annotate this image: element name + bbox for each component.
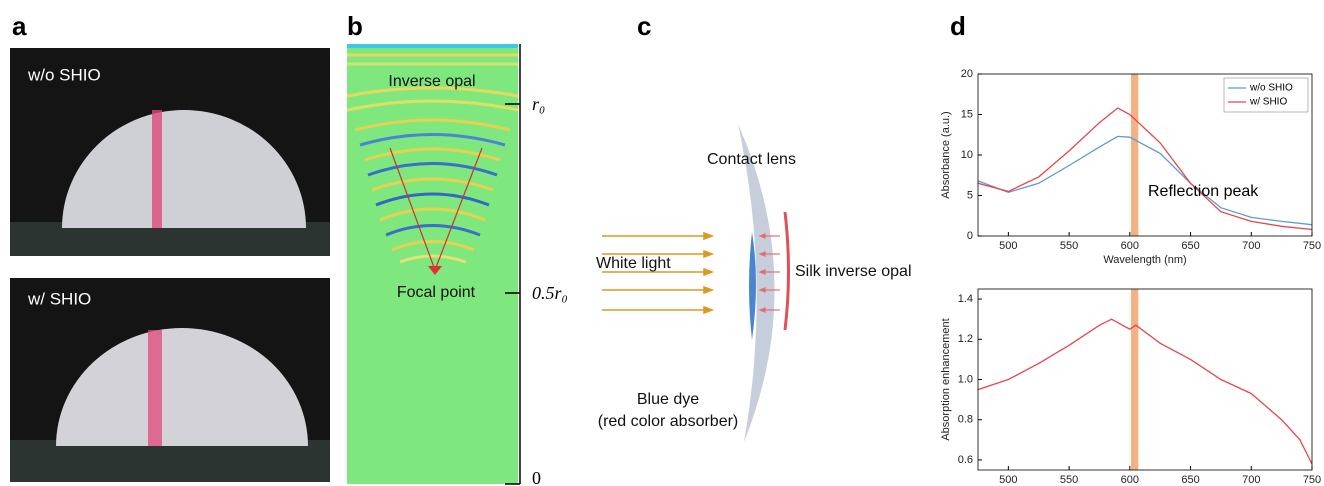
panel-label: c: [637, 11, 651, 41]
y-tick-label: 1.2: [958, 333, 973, 345]
photo-label: w/o SHIO: [27, 65, 101, 84]
y-tick-label: 15: [961, 108, 973, 120]
line: [977, 318, 1313, 465]
highlight-band: [1131, 289, 1139, 470]
axis-label: 0.5r₀: [532, 283, 568, 303]
label: (red color absorber): [598, 413, 739, 430]
y-axis-label: Absorbance (a.u.): [940, 111, 952, 198]
label: Contact lens: [707, 151, 796, 168]
y-tick-label: 5: [967, 189, 973, 201]
x-tick-label: 700: [1242, 240, 1260, 252]
x-tick-label: 500: [999, 240, 1017, 252]
x-tick-label: 650: [1181, 240, 1199, 252]
annotation: Reflection peak: [1148, 183, 1259, 200]
x-tick-label: 600: [1121, 474, 1139, 486]
panel-label: d: [950, 11, 966, 41]
line: [977, 107, 1313, 231]
x-axis-label: Wavelength (nm): [1103, 254, 1186, 266]
y-tick-label: 10: [961, 149, 973, 161]
y-tick-label: 20: [961, 68, 973, 80]
panel-label: b: [347, 11, 363, 41]
panel-label: a: [12, 11, 27, 41]
x-tick-label: 500: [999, 474, 1017, 486]
x-tick-label: 600: [1121, 240, 1139, 252]
y-tick-label: 1.4: [958, 293, 973, 305]
schematic: Contact lens White light Silk inverse op…: [596, 124, 912, 442]
x-tick-label: 550: [1060, 474, 1078, 486]
label: White light: [596, 255, 671, 272]
x-tick-label: 650: [1181, 474, 1199, 486]
y-axis-label: Absorption enhancement: [940, 318, 952, 440]
y-tick-label: 0.8: [958, 414, 973, 426]
highlight-band: [1131, 74, 1139, 236]
x-tick-label: 750: [1303, 474, 1321, 486]
y-tick-label: 1.0: [958, 373, 973, 385]
label: Inverse opal: [388, 73, 475, 90]
label: Focal point: [397, 284, 476, 301]
plot-frame: [977, 73, 1313, 237]
legend-label: w/o SHIO: [1249, 83, 1293, 94]
y-tick-label: 0: [967, 230, 973, 242]
x-tick-label: 750: [1303, 240, 1321, 252]
simulation: Inverse opal Focal point r₀ 0.5r₀ 0: [346, 44, 568, 486]
y-tick-label: 0.6: [958, 454, 973, 466]
legend-box: [1223, 77, 1309, 113]
plot-frame: [977, 288, 1313, 471]
photo: w/ SHIO: [10, 278, 330, 482]
photo-label: w/ SHIO: [27, 289, 91, 308]
label: Silk inverse opal: [795, 263, 912, 280]
line: [977, 135, 1313, 226]
label: Blue dye: [637, 391, 699, 408]
x-tick-label: 700: [1242, 474, 1260, 486]
photo: w/o SHIO: [10, 48, 330, 256]
axis-label: r₀: [532, 94, 545, 114]
legend-label: w/ SHIO: [1249, 97, 1287, 108]
x-tick-label: 550: [1060, 240, 1078, 252]
axis-label: 0: [532, 468, 541, 486]
